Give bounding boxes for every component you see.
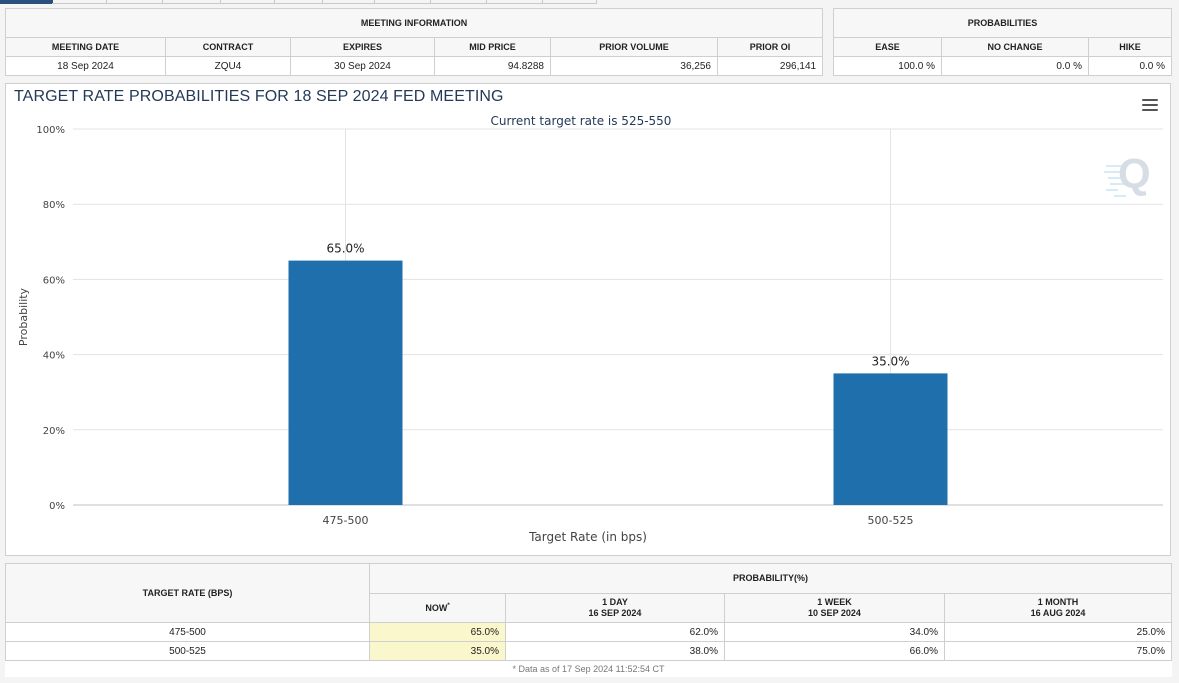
hamburger-menu-icon[interactable] bbox=[1142, 99, 1158, 111]
prior-oi-value: 296,141 bbox=[716, 56, 824, 76]
column-header-1-day: 1 DAY 16 SEP 2024 bbox=[505, 592, 725, 623]
tab[interactable] bbox=[106, 0, 163, 4]
now-cell: 65.0% bbox=[369, 622, 506, 642]
x-tick-label: 500-525 bbox=[868, 514, 914, 527]
contract-value: ZQU4 bbox=[165, 56, 291, 76]
prior-volume-value: 36,256 bbox=[550, 56, 718, 76]
tab[interactable] bbox=[374, 0, 431, 4]
tab[interactable] bbox=[430, 0, 487, 4]
tab[interactable] bbox=[274, 0, 323, 4]
1-week-cell: 34.0% bbox=[724, 622, 945, 642]
y-tick-label: 80% bbox=[43, 200, 65, 211]
y-tick-label: 40% bbox=[43, 351, 65, 362]
expires-value: 30 Sep 2024 bbox=[290, 56, 435, 76]
tab[interactable] bbox=[52, 0, 107, 4]
1-day-cell: 38.0% bbox=[505, 641, 725, 661]
y-tick-label: 20% bbox=[43, 426, 65, 437]
column-header-prior-volume: PRIOR VOLUME bbox=[550, 37, 718, 57]
probabilities-table: PROBABILITIES EASE NO CHANGE HIKE 100.0 … bbox=[832, 8, 1173, 76]
tab-strip bbox=[0, 0, 1179, 4]
tab[interactable] bbox=[162, 0, 221, 4]
bar-500-525 bbox=[833, 373, 948, 505]
y-tick-label: 0% bbox=[49, 501, 65, 512]
meeting-information-table: MEETING INFORMATION MEETING DATE CONTRAC… bbox=[4, 8, 824, 76]
chart-title: TARGET RATE PROBABILITIES FOR 18 SEP 202… bbox=[14, 88, 504, 105]
probability-history-table: TARGET RATE (BPS) PROBABILITY(%) NOW* 1 … bbox=[5, 563, 1172, 677]
chart-subtitle: Current target rate is 525-550 bbox=[491, 114, 672, 128]
probability-caption: PROBABILITY(%) bbox=[369, 563, 1172, 594]
column-header-1-month: 1 MONTH 16 AUG 2024 bbox=[944, 592, 1172, 623]
column-header-hike: HIKE bbox=[1087, 37, 1173, 57]
column-header-expires: EXPIRES bbox=[290, 37, 435, 57]
column-header-1-week: 1 WEEK 10 SEP 2024 bbox=[724, 592, 945, 623]
column-header-now: NOW* bbox=[369, 592, 506, 623]
y-axis-label: Probability bbox=[17, 287, 30, 346]
no-change-value: 0.0 % bbox=[941, 56, 1089, 76]
tab-active[interactable] bbox=[0, 0, 53, 4]
tab[interactable] bbox=[322, 0, 375, 4]
table-row: 475-500 65.0% 62.0% 34.0% 25.0% bbox=[5, 622, 1172, 642]
tab[interactable] bbox=[220, 0, 275, 4]
column-header-meeting-date: MEETING DATE bbox=[5, 37, 166, 57]
bar-475-500 bbox=[288, 260, 403, 505]
mid-price-value: 94.8288 bbox=[434, 56, 551, 76]
column-header-prior-oi: PRIOR OI bbox=[716, 37, 824, 57]
1-week-cell: 66.0% bbox=[724, 641, 945, 661]
probability-bar-chart: Q 0% 20% 40% 60% 80% 100% 65.0% 475-500 35.0% 500… bbox=[17, 114, 1163, 544]
x-tick-label: 475-500 bbox=[323, 514, 369, 527]
probabilities-caption: PROBABILITIES bbox=[832, 8, 1173, 38]
1-month-cell: 75.0% bbox=[944, 641, 1172, 661]
x-axis-label: Target Rate (in bps) bbox=[528, 530, 647, 544]
now-cell: 35.0% bbox=[369, 641, 506, 661]
target-rate-cell: 475-500 bbox=[5, 622, 370, 642]
hike-value: 0.0 % bbox=[1087, 56, 1173, 76]
y-tick-label: 60% bbox=[43, 275, 65, 286]
data-label: 65.0% bbox=[326, 242, 364, 256]
tab[interactable] bbox=[486, 0, 543, 4]
ease-value: 100.0 % bbox=[833, 56, 942, 76]
tab[interactable] bbox=[542, 0, 597, 4]
1-month-cell: 25.0% bbox=[944, 622, 1172, 642]
1-day-cell: 62.0% bbox=[505, 622, 725, 642]
y-tick-label: 100% bbox=[36, 125, 65, 136]
target-rate-cell: 500-525 bbox=[5, 641, 370, 661]
meeting-date-value: 18 Sep 2024 bbox=[5, 56, 166, 76]
data-timestamp-note: * Data as of 17 Sep 2024 11:52:54 CT bbox=[512, 664, 665, 674]
column-header-mid-price: MID PRICE bbox=[434, 37, 551, 57]
data-label: 35.0% bbox=[871, 354, 909, 368]
q-logo-watermark: Q bbox=[1104, 150, 1151, 197]
meeting-information-caption: MEETING INFORMATION bbox=[4, 8, 824, 38]
column-header-contract: CONTRACT bbox=[165, 37, 291, 57]
table-row: 500-525 35.0% 38.0% 66.0% 75.0% bbox=[5, 641, 1172, 661]
column-header-no-change: NO CHANGE bbox=[941, 37, 1089, 57]
svg-text:Q: Q bbox=[1118, 150, 1151, 197]
chart-panel: Q 0% 20% 40% 60% 80% 100% 65.0% 475-500 35.0% 500… bbox=[5, 83, 1171, 556]
column-header-target-rate: TARGET RATE (BPS) bbox=[5, 563, 370, 623]
column-header-ease: EASE bbox=[833, 37, 942, 57]
